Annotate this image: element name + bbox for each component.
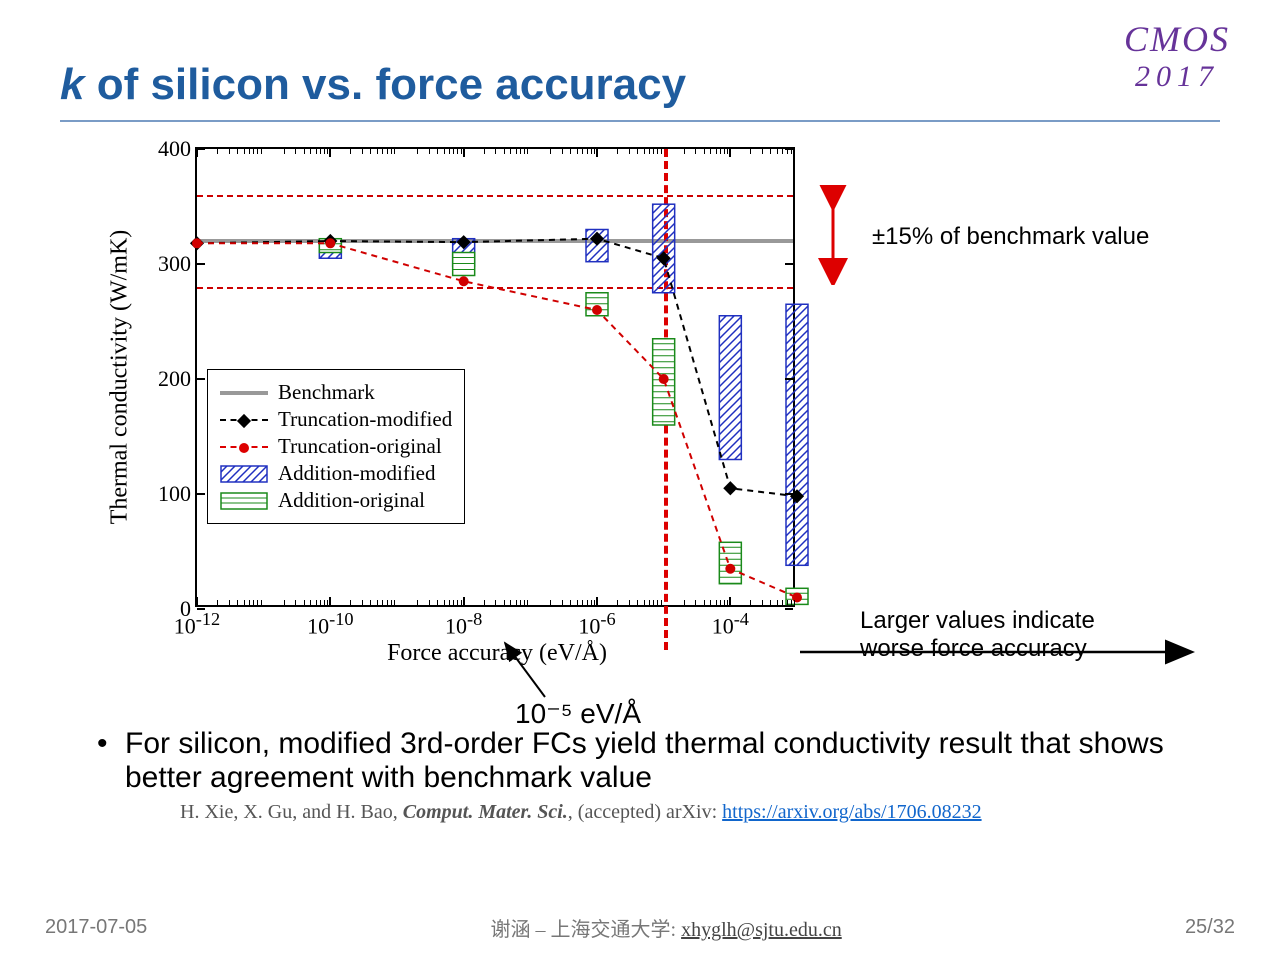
- band-annotation: ±15% of benchmark value: [820, 223, 1149, 251]
- legend: Benchmark Truncation-modified Truncation…: [207, 369, 465, 524]
- citation: H. Xie, X. Gu, and H. Bao, Comput. Mater…: [180, 801, 1220, 824]
- legend-trunc-mod: Truncation-modified: [278, 407, 452, 432]
- logo-year: 2017: [1124, 60, 1230, 94]
- legend-trunc-orig: Truncation-original: [278, 434, 442, 459]
- legend-benchmark: Benchmark: [278, 380, 375, 405]
- chart: Thermal conductivity (W/mK) Benchmark Tr…: [80, 137, 1210, 717]
- slide-title: k of silicon vs. force accuracy: [60, 60, 1220, 110]
- conference-logo: CMOS 2017: [1124, 18, 1230, 94]
- bullet-text: For silicon, modified 3rd-order FCs yiel…: [125, 727, 1180, 795]
- footer-date: 2017-07-05: [45, 916, 147, 939]
- legend-add-orig: Addition-original: [278, 488, 425, 513]
- logo-text: CMOS: [1124, 18, 1230, 60]
- footer-email[interactable]: xhyglh@sjtu.edu.cn: [681, 919, 842, 941]
- footer-center: 谢涵 – 上海交通大学: xhyglh@sjtu.edu.cn: [491, 913, 842, 942]
- vline-annotation: 10⁻⁵ eV/Å: [515, 697, 641, 730]
- citation-link[interactable]: https://arxiv.org/abs/1706.08232: [722, 801, 981, 823]
- accuracy-annotation: Larger values indicate worse force accur…: [820, 607, 1095, 663]
- title-divider: [60, 120, 1220, 122]
- y-axis-label: Thermal conductivity (W/mK): [107, 230, 134, 525]
- plot-area: Benchmark Truncation-modified Truncation…: [195, 147, 795, 607]
- page-number: 25/32: [1185, 916, 1235, 939]
- legend-add-mod: Addition-modified: [278, 461, 435, 486]
- footer: 2017-07-05 谢涵 – 上海交通大学: xhyglh@sjtu.edu.…: [0, 913, 1280, 942]
